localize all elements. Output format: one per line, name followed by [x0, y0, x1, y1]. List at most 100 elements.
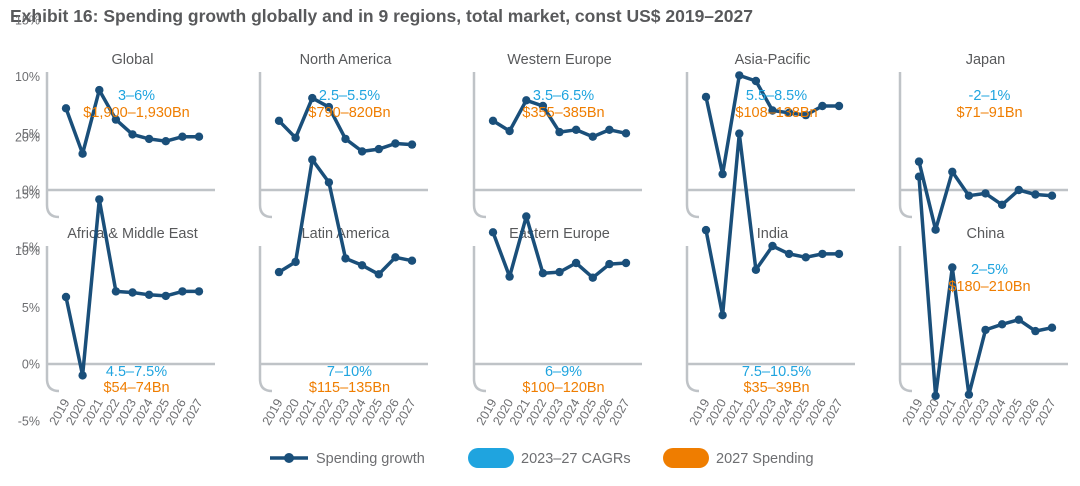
spending-annotation: $790–820Bn	[308, 105, 390, 121]
panel-axis-frame	[258, 246, 273, 393]
legend-growth-marker	[284, 453, 294, 463]
data-point-2024	[784, 108, 794, 118]
panel-eastern-europe: Eastern Europe20192020202120222023202420…	[472, 212, 642, 428]
y-tick-label: 5%	[22, 127, 40, 141]
panel-axis-frame	[258, 72, 273, 219]
data-point-2023	[128, 130, 137, 139]
panel-title: North America	[300, 52, 393, 68]
data-point-2027	[621, 258, 631, 268]
exhibit-title: Exhibit 16: Spending growth globally and…	[10, 6, 753, 26]
data-point-2023	[128, 288, 137, 297]
data-point-2023	[981, 189, 990, 198]
data-point-2020	[78, 371, 87, 380]
data-point-2025	[374, 144, 383, 154]
data-point-2021	[948, 167, 957, 176]
data-point-2019	[274, 267, 284, 277]
spending-annotation: $35–39Bn	[743, 380, 809, 396]
panel-title: India	[757, 226, 789, 242]
data-point-2024	[144, 290, 154, 299]
data-point-2025	[588, 273, 597, 282]
panel-title: China	[967, 226, 1006, 242]
cagr-annotation: 7.5–10.5%	[742, 364, 811, 380]
y-tick-label: 15%	[15, 13, 40, 27]
cagr-annotation: 4.5–7.5%	[106, 364, 167, 380]
data-point-2022	[538, 101, 548, 111]
y-tick-label: 0%	[22, 184, 40, 198]
cagr-annotation: 3–6%	[118, 88, 155, 104]
data-point-2024	[357, 261, 367, 270]
data-point-2027	[407, 256, 417, 265]
data-point-2019	[488, 116, 498, 126]
cagr-annotation: 2.5–5.5%	[319, 88, 380, 104]
data-point-2023	[341, 254, 350, 263]
data-point-2024	[784, 249, 794, 259]
y-tick-label: 20%	[15, 131, 40, 145]
panel-latin-america: Latin America201920202021202220232024202…	[258, 155, 428, 428]
panel-title: Africa & Middle East	[67, 226, 198, 242]
panel-india: India20192020202120222023202420252026202…	[685, 129, 855, 428]
spending-annotation: $1,900–1,930Bn	[83, 105, 189, 121]
data-point-2027	[1047, 323, 1057, 332]
y-tick-label: 5%	[22, 301, 40, 315]
cagr-annotation: 3.5–6.5%	[533, 88, 594, 104]
data-point-2025	[374, 270, 383, 279]
data-point-2023	[555, 267, 564, 277]
data-point-2023	[981, 325, 990, 335]
data-point-2025	[161, 137, 170, 146]
data-point-2024	[144, 134, 154, 144]
panel-axis-frame	[898, 246, 913, 393]
cagr-annotation: 5.5–8.5%	[746, 88, 807, 104]
data-point-2021	[735, 71, 744, 80]
panel-title: Global	[112, 52, 154, 68]
data-point-2020	[718, 311, 727, 320]
data-point-2024	[997, 200, 1007, 209]
data-point-2019	[914, 172, 924, 181]
panel-japan: Japan -2–1%$71–91Bn	[898, 52, 1068, 234]
data-point-2023	[555, 127, 564, 137]
panel-title: Asia-Pacific	[735, 52, 811, 68]
legend-spending-label: 2027 Spending	[716, 451, 814, 467]
data-point-2026	[1031, 190, 1040, 199]
data-point-2022	[751, 76, 761, 86]
data-point-2023	[768, 241, 777, 251]
cagr-annotation: -2–1%	[969, 88, 1011, 104]
panel-axis-frame	[472, 72, 487, 219]
legend-cagr-swatch	[468, 448, 514, 468]
data-point-2020	[78, 149, 87, 158]
data-point-2026	[605, 259, 614, 269]
panel-asia-pacific: Asia-Pacific 5.5–8.5%$108–138Bn	[685, 52, 855, 219]
data-point-2019	[61, 104, 71, 113]
data-point-2024	[571, 125, 581, 134]
data-point-2019	[274, 116, 284, 126]
panel-china: China20192020202120222023202420252026202…	[898, 172, 1068, 428]
data-point-2020	[505, 126, 514, 136]
data-point-2021	[95, 85, 104, 95]
data-point-2024	[357, 147, 367, 156]
data-point-2021	[95, 195, 104, 204]
panel-title: Latin America	[302, 226, 391, 242]
spending-annotation: $108–138Bn	[735, 105, 817, 121]
data-point-2022	[751, 265, 761, 274]
data-point-2020	[718, 169, 727, 179]
legend: Spending growth 2023–27 CAGRs 2027 Spendin…	[270, 448, 814, 468]
panel-title: Japan	[966, 52, 1006, 68]
data-point-2024	[997, 320, 1007, 329]
y-tick-label: 10%	[15, 70, 40, 84]
cagr-annotation: 6–9%	[545, 364, 582, 380]
data-point-2020	[291, 133, 300, 142]
data-point-2019	[701, 92, 711, 102]
legend-cagr-label: 2023–27 CAGRs	[521, 451, 631, 467]
panel-axis-frame	[685, 246, 700, 393]
data-point-2019	[488, 228, 498, 237]
legend-growth-label: Spending growth	[316, 451, 425, 467]
spending-annotation: $115–135Bn	[309, 380, 390, 396]
panel-global: Global 20% 15% 10% 5% 0% -5% 3–6%$1,900–1,930Bn	[15, 13, 215, 254]
spending-annotation: $355–385Bn	[522, 105, 604, 121]
spending-annotation: $71–91Bn	[956, 105, 1022, 121]
data-point-2026	[1031, 326, 1040, 336]
y-tick-label: 15%	[15, 187, 40, 201]
data-point-2026	[178, 132, 187, 141]
data-point-2024	[571, 258, 581, 268]
